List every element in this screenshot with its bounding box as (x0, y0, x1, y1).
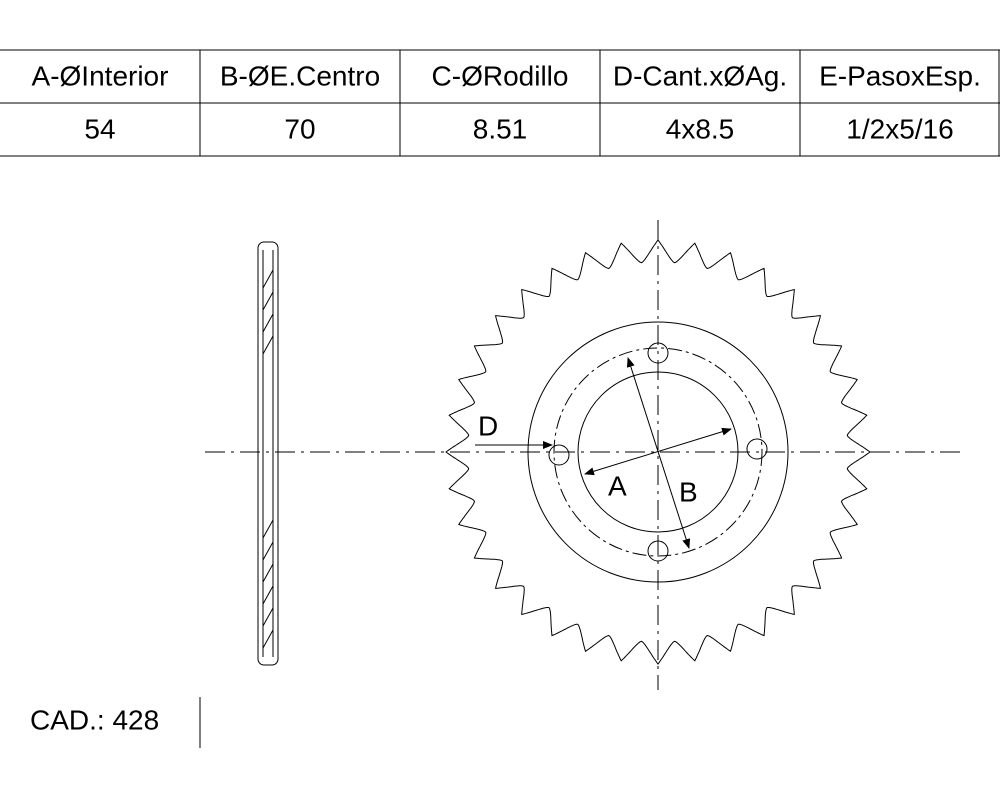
header-cell: D-Cant.xØAg. (613, 60, 787, 91)
hatch-line (262, 563, 274, 583)
header-cell: E-PasoxEsp. (819, 60, 981, 91)
hatch-line (262, 541, 274, 561)
hatch-line (262, 291, 274, 311)
label-d: D (478, 410, 498, 441)
header-cell: C-ØRodillo (432, 60, 569, 91)
value-cell: 70 (284, 113, 315, 144)
value-cell: 1/2x5/16 (846, 113, 953, 144)
value-cell: 54 (84, 113, 115, 144)
header-cell: B-ØE.Centro (220, 60, 380, 91)
side-view (257, 241, 279, 666)
cad-label: CAD.: 428 (30, 704, 159, 735)
hatch-line (262, 607, 274, 627)
hatch-line (262, 313, 274, 333)
sprocket: D A B (205, 220, 960, 690)
value-cell: 4x8.5 (666, 113, 735, 144)
footer: CAD.: 428 (30, 697, 201, 748)
hatch-line (262, 585, 274, 605)
header-cell: A-ØInterior (32, 60, 169, 91)
label-b: B (679, 476, 698, 507)
spec-table (0, 49, 1000, 157)
label-a: A (608, 470, 627, 501)
value-cell: 8.51 (473, 113, 528, 144)
hatch-line (262, 269, 274, 289)
hatch-line (262, 335, 274, 355)
hatch-line (262, 519, 274, 539)
hatch-line (262, 629, 274, 649)
